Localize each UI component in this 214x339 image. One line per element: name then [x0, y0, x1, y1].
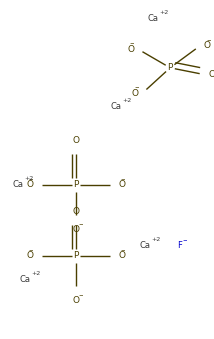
Text: O: O — [118, 180, 125, 189]
Text: Ca: Ca — [139, 241, 150, 250]
Text: O: O — [73, 136, 79, 144]
Text: +2: +2 — [25, 176, 34, 181]
Text: O: O — [73, 207, 79, 216]
Text: O: O — [73, 296, 79, 305]
Text: O: O — [131, 89, 138, 98]
Text: −: − — [29, 247, 33, 252]
Text: −: − — [78, 292, 83, 297]
Text: −: − — [29, 176, 33, 181]
Text: −: − — [206, 37, 211, 42]
Text: −: − — [121, 176, 125, 181]
Text: P: P — [167, 63, 173, 72]
Text: Ca: Ca — [19, 275, 30, 284]
Text: −: − — [134, 85, 139, 89]
Text: −: − — [129, 41, 134, 45]
Text: F: F — [177, 241, 182, 250]
Text: +2: +2 — [151, 237, 160, 242]
Text: +2: +2 — [122, 98, 131, 103]
Text: O: O — [127, 45, 134, 54]
Text: O: O — [118, 252, 125, 260]
Text: Ca: Ca — [13, 180, 24, 189]
Text: Ca: Ca — [110, 102, 121, 111]
Text: −: − — [78, 221, 83, 226]
Text: O: O — [208, 70, 214, 79]
Text: P: P — [73, 252, 79, 260]
Text: −: − — [121, 247, 125, 252]
Text: O: O — [73, 225, 79, 234]
Text: +2: +2 — [159, 10, 169, 15]
Text: P: P — [73, 180, 79, 189]
Text: O: O — [27, 252, 34, 260]
Text: +2: +2 — [31, 271, 40, 276]
Text: −: − — [182, 237, 187, 242]
Text: Ca: Ca — [148, 14, 159, 23]
Text: O: O — [204, 41, 211, 50]
Text: O: O — [27, 180, 34, 189]
